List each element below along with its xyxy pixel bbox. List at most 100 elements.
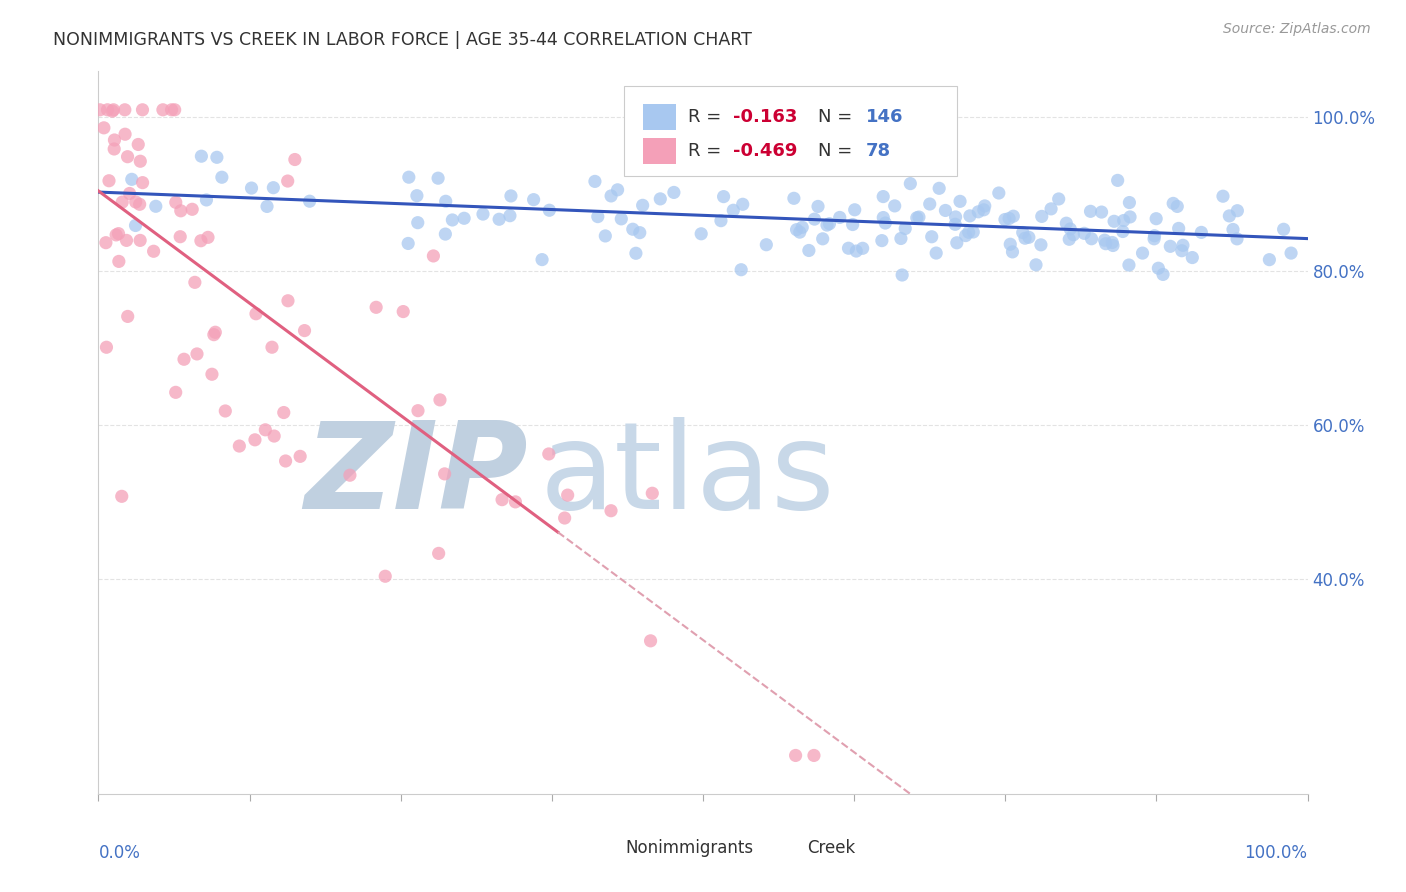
Point [731, 197, 754, 211]
Point [488, 212, 510, 227]
Point [111, 489, 134, 503]
Point [396, 236, 419, 251]
Point [131, 176, 153, 190]
Text: Creek: Creek [807, 839, 855, 857]
Point [1080, 204, 1102, 219]
FancyBboxPatch shape [624, 86, 957, 176]
Point [973, 199, 995, 213]
Text: N =: N = [818, 142, 858, 160]
Point [1147, 261, 1170, 276]
Point [211, 170, 233, 185]
Point [785, 748, 807, 763]
Point [1222, 222, 1244, 236]
Point [145, 199, 167, 213]
Text: 100.0%: 100.0% [1244, 845, 1308, 863]
Point [453, 211, 475, 226]
Point [1119, 210, 1142, 224]
Point [1001, 244, 1024, 259]
Point [398, 170, 420, 185]
Point [710, 213, 733, 227]
Point [1094, 236, 1116, 251]
Point [434, 227, 457, 241]
Point [994, 212, 1017, 227]
Text: Nonimmigrants: Nonimmigrants [626, 839, 754, 857]
Point [186, 347, 208, 361]
Point [1112, 225, 1135, 239]
Point [943, 217, 966, 231]
Point [129, 154, 152, 169]
Point [499, 209, 522, 223]
Point [1029, 237, 1052, 252]
Point [190, 234, 212, 248]
Point [811, 232, 834, 246]
Point [1218, 209, 1240, 223]
Point [491, 492, 513, 507]
Point [1040, 202, 1063, 216]
Point [786, 222, 808, 236]
Point [131, 103, 153, 117]
Point [165, 195, 187, 210]
Point [640, 633, 662, 648]
Point [204, 325, 226, 339]
Point [987, 186, 1010, 200]
Text: R =: R = [689, 108, 727, 126]
Point [1279, 246, 1302, 260]
Point [228, 439, 250, 453]
Point [928, 181, 950, 195]
Point [202, 327, 225, 342]
Point [1031, 210, 1053, 224]
Point [1258, 252, 1281, 267]
Point [96, 103, 118, 117]
Point [214, 404, 236, 418]
Text: -0.469: -0.469 [734, 142, 797, 160]
Text: 78: 78 [866, 142, 891, 160]
Point [240, 181, 263, 195]
Point [1014, 231, 1036, 245]
Point [114, 127, 136, 141]
Point [117, 150, 139, 164]
Text: 146: 146 [866, 108, 904, 126]
Point [121, 172, 143, 186]
Point [205, 150, 228, 164]
Point [554, 511, 576, 525]
Point [1272, 222, 1295, 236]
Point [125, 194, 148, 209]
Point [783, 191, 806, 205]
Point [277, 174, 299, 188]
Point [1101, 235, 1123, 250]
Point [797, 244, 820, 258]
Point [499, 189, 522, 203]
Text: N =: N = [818, 108, 858, 126]
Point [1112, 213, 1135, 227]
Point [1171, 238, 1194, 252]
Point [730, 262, 752, 277]
Point [117, 310, 139, 324]
Point [828, 211, 851, 225]
Point [1047, 192, 1070, 206]
Point [1000, 237, 1022, 252]
Point [1167, 221, 1189, 235]
Point [1062, 227, 1084, 242]
Point [260, 340, 283, 354]
Point [1080, 232, 1102, 246]
Point [621, 222, 644, 236]
Point [254, 423, 277, 437]
Point [201, 368, 224, 382]
Point [339, 468, 361, 483]
Text: ZIP: ZIP [304, 417, 527, 534]
Point [163, 103, 186, 117]
Point [908, 210, 931, 224]
Point [955, 228, 977, 243]
Point [837, 241, 859, 255]
Point [1159, 239, 1181, 253]
Point [294, 324, 316, 338]
Point [103, 133, 125, 147]
Point [472, 207, 495, 221]
Point [894, 221, 917, 235]
Point [1118, 195, 1140, 210]
Point [181, 202, 204, 217]
Point [1107, 173, 1129, 187]
Point [690, 227, 713, 241]
Point [606, 183, 628, 197]
Point [925, 246, 948, 260]
